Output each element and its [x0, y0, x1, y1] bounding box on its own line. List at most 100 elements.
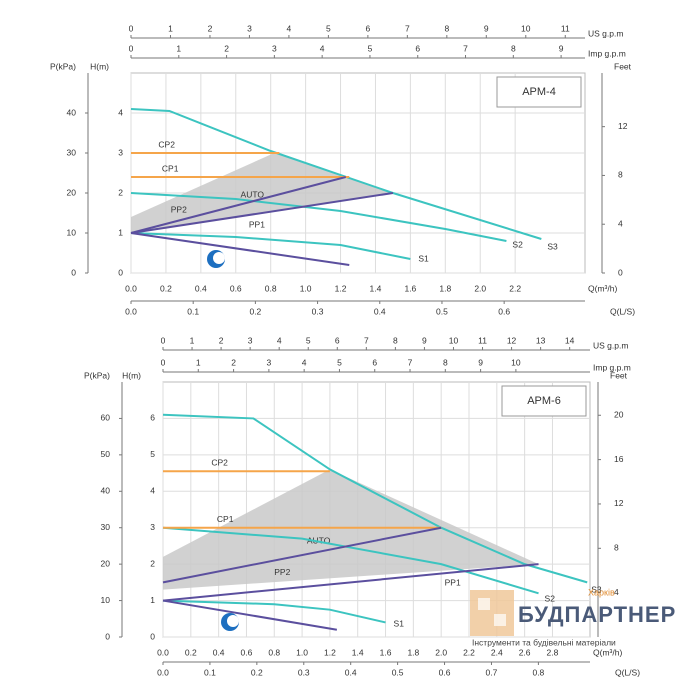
top-tick-label: 9: [478, 357, 483, 367]
top-tick-label: 4: [320, 43, 325, 53]
x2-tick-label: 0.1: [187, 306, 199, 316]
top-tick-label: 3: [272, 43, 277, 53]
watermark: БУДПАРТНЕР Харків Інструменти та будівел…: [470, 587, 676, 647]
top-tick-label: 4: [277, 335, 282, 345]
x-tick-label: 1.4: [370, 283, 382, 293]
top-tick-label: 9: [422, 335, 427, 345]
x-axis-label: Q(m³/h): [593, 647, 622, 657]
top-tick-label: 7: [364, 335, 369, 345]
top-tick-label: 8: [444, 23, 449, 33]
series-label: PP1: [249, 219, 265, 229]
x-tick-label: 0.4: [195, 283, 207, 293]
y-tick-label: 6: [150, 413, 155, 423]
y-axis-label: H(m): [122, 370, 141, 380]
x-tick-label: 1.0: [296, 647, 308, 657]
top-tick-label: 5: [337, 357, 342, 367]
curve: [162, 563, 539, 602]
top-tick-label: 9: [484, 23, 489, 33]
y-tick-label: 2: [150, 558, 155, 568]
top-tick-label: 5: [326, 23, 331, 33]
x-tick-label: 1.2: [335, 283, 347, 293]
x2-tick-label: 0.2: [249, 306, 261, 316]
top-tick-label: 14: [565, 335, 575, 345]
x2-tick-label: 0.3: [312, 306, 324, 316]
top-tick-label: 2: [231, 357, 236, 367]
x2-tick-label: 0.4: [345, 667, 357, 677]
top-tick-label: 1: [196, 357, 201, 367]
watermark-logo: [470, 590, 514, 636]
curve: [130, 176, 347, 234]
x-tick-label: 0.4: [213, 647, 225, 657]
y-tick-label: 5: [150, 449, 155, 459]
y2-tick-label: 12: [618, 121, 628, 131]
curve: [130, 108, 542, 240]
x-tick-label: 1.2: [324, 647, 336, 657]
y2-tick-label: 0: [618, 267, 623, 277]
series-label: PP1: [445, 578, 461, 588]
watermark-brand: БУДПАРТНЕР: [518, 602, 676, 627]
p-tick-label: 30: [67, 147, 77, 157]
y2-tick-label: 4: [618, 218, 623, 228]
watermark-tagline: Інструменти та будівельні матеріали: [472, 637, 616, 647]
p-tick-label: 0: [105, 631, 110, 641]
series-label: CP2: [158, 139, 175, 149]
p-tick-label: 20: [101, 558, 111, 568]
top-tick-label: 6: [415, 43, 420, 53]
top-tick-label: 0: [129, 43, 134, 53]
series-label: S1: [394, 619, 405, 629]
top-tick-label: 10: [511, 357, 521, 367]
top-tick-label: 9: [559, 43, 564, 53]
top-tick-label: 3: [267, 357, 272, 367]
top-tick-label: 2: [219, 335, 224, 345]
chart-title: APM-4: [522, 86, 556, 98]
y-axis-label: H(m): [90, 61, 109, 71]
y2-tick-label: 8: [614, 543, 619, 553]
y-tick-label: 1: [150, 595, 155, 605]
watermark-city: Харків: [588, 587, 615, 597]
series-label: S2: [512, 239, 523, 249]
top-tick-label: 11: [561, 23, 570, 33]
y2-tick-label: 4: [614, 587, 619, 597]
p-tick-label: 20: [67, 187, 77, 197]
x2-tick-label: 0.0: [157, 667, 169, 677]
x-tick-label: 2.2: [463, 647, 475, 657]
x-axis-label: Q(m³/h): [588, 283, 617, 293]
series-label: CP1: [217, 514, 234, 524]
top-tick-label: 6: [372, 357, 377, 367]
x-tick-label: 0.8: [268, 647, 280, 657]
auto-region: [131, 153, 393, 233]
series-label: PP2: [171, 205, 187, 215]
x-tick-label: 1.4: [352, 647, 364, 657]
series-label: S3: [591, 585, 602, 595]
p-tick-label: 10: [101, 595, 111, 605]
top-axis-label: US g.p.m: [588, 28, 623, 38]
x2-tick-label: 0.6: [439, 667, 451, 677]
top-tick-label: 13: [536, 335, 546, 345]
y-tick-label: 3: [118, 147, 123, 157]
curve: [130, 232, 411, 260]
y2-tick-label: 20: [614, 410, 624, 420]
top-axis-label: Imp g.p.m: [593, 362, 631, 372]
auto-region: [163, 469, 539, 590]
top-tick-label: 3: [247, 23, 252, 33]
top-tick-label: 8: [511, 43, 516, 53]
p-tick-label: 40: [101, 486, 111, 496]
series-label: S1: [418, 253, 429, 263]
x-tick-label: 0.0: [157, 647, 169, 657]
watermark-logo-cell: [478, 598, 490, 610]
top-tick-label: 1: [176, 43, 181, 53]
x-tick-label: 2.4: [491, 647, 503, 657]
top-tick-label: 8: [393, 335, 398, 345]
p-axis-label: P(kPa): [84, 370, 110, 380]
top-tick-label: 12: [507, 335, 517, 345]
x2-tick-label: 0.3: [298, 667, 310, 677]
x2-tick-label: 0.4: [374, 306, 386, 316]
y2-tick-label: 12: [614, 498, 624, 508]
curve: [130, 192, 394, 234]
curve: [162, 526, 539, 595]
top-tick-label: 1: [190, 335, 195, 345]
series-label: PP2: [274, 567, 290, 577]
top-tick-label: 8: [443, 357, 448, 367]
series-label: CP1: [162, 163, 179, 173]
